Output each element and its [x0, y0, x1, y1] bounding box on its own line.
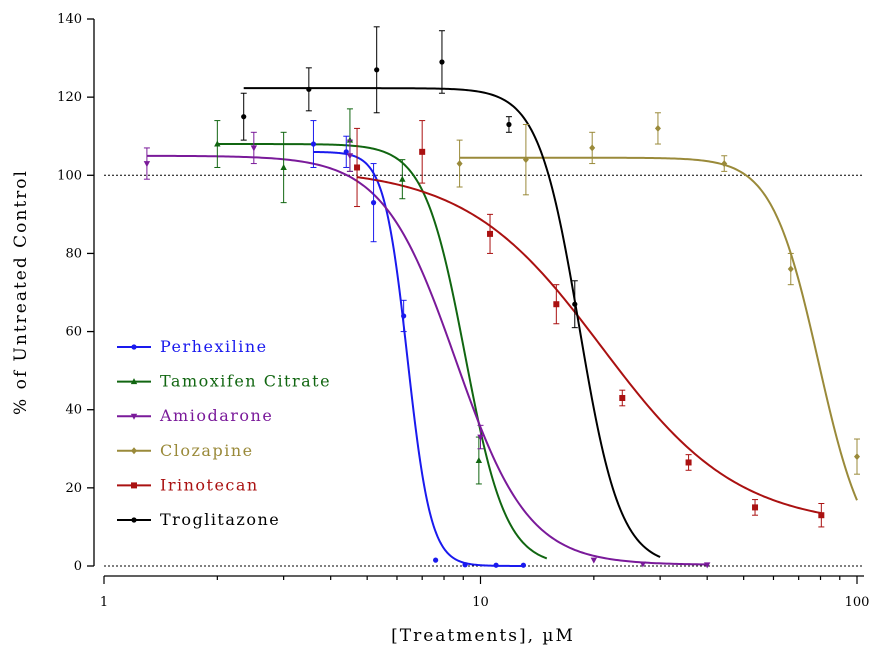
y-tick-label: 20: [65, 481, 82, 496]
data-point: [520, 562, 526, 568]
data-point: [310, 141, 317, 147]
data-point: [343, 149, 349, 155]
data-point: [419, 148, 426, 155]
y-tick-label: 40: [65, 403, 82, 418]
data-point: [589, 144, 596, 152]
data-point: [818, 512, 825, 519]
y-tick-label: 0: [74, 559, 82, 574]
data-point: [721, 160, 728, 168]
axes: 0 20 40 60 80 100 120 140 1 10 100: [57, 12, 869, 610]
x-tick-label: 100: [845, 595, 870, 610]
data-point: [456, 160, 463, 168]
fit-curve: [356, 176, 822, 515]
data-point: [131, 482, 137, 489]
data-point: [619, 394, 626, 401]
data-point: [752, 504, 759, 511]
legend: Perhexiline Tamoxifen Citrate Amiodarone Cl…: [117, 337, 331, 529]
data-point: [131, 344, 137, 350]
data-point: [493, 562, 499, 568]
data-point: [522, 156, 529, 164]
data-points: [143, 26, 860, 569]
fit-curve: [217, 143, 548, 560]
legend-label: Amiodarone: [159, 406, 273, 425]
data-point: [787, 265, 794, 273]
data-point: [130, 378, 138, 385]
fit-curve: [146, 154, 708, 566]
data-point: [143, 161, 151, 168]
data-point: [346, 153, 354, 160]
data-point: [130, 413, 138, 420]
y-tick-label: 60: [65, 325, 82, 340]
data-point: [654, 124, 661, 132]
data-point: [131, 517, 137, 523]
data-point: [685, 459, 692, 466]
x-axis-label: [Treatments], µM: [391, 626, 575, 646]
data-point: [462, 562, 468, 568]
data-point: [487, 230, 494, 237]
data-point: [572, 301, 578, 307]
legend-label: Troglitazone: [160, 510, 280, 529]
data-point: [250, 145, 258, 152]
x-tick-label: 1: [100, 595, 108, 610]
data-point: [374, 67, 380, 73]
data-point: [703, 562, 711, 569]
data-point: [590, 557, 598, 564]
data-point: [477, 434, 484, 441]
data-point: [506, 121, 512, 128]
y-tick-label: 140: [57, 12, 82, 27]
legend-label: Perhexiline: [160, 337, 268, 356]
data-point: [401, 313, 407, 319]
data-point: [280, 163, 287, 170]
data-point: [241, 114, 247, 120]
y-axis-label: % of Untreated Control: [11, 169, 31, 415]
data-point: [854, 453, 860, 461]
data-point: [399, 175, 406, 182]
data-point: [439, 59, 445, 65]
data-point: [354, 164, 361, 171]
data-point: [131, 447, 137, 455]
data-point: [433, 557, 439, 563]
data-point: [370, 200, 377, 206]
y-tick-label: 80: [65, 246, 82, 261]
data-point: [306, 86, 312, 92]
fit-curve: [243, 87, 661, 558]
x-tick-label: 10: [472, 595, 489, 610]
data-point: [639, 561, 647, 568]
legend-label: Tamoxifen Citrate: [160, 372, 331, 391]
data-point: [475, 457, 483, 464]
y-tick-label: 100: [57, 168, 82, 183]
legend-label: Irinotecan: [160, 475, 259, 494]
data-point: [214, 140, 221, 147]
fit-curve: [459, 156, 858, 501]
data-point: [553, 301, 560, 308]
legend-label: Clozapine: [160, 441, 254, 460]
y-tick-label: 120: [57, 90, 82, 105]
